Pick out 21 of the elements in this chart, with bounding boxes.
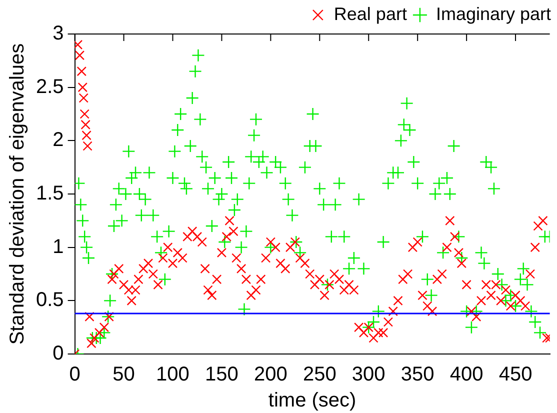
x-tick-label: 450 — [498, 364, 532, 386]
x-tick-label: 0 — [69, 364, 80, 386]
x-tick-label: 200 — [254, 364, 288, 386]
x-tick-label: 100 — [156, 364, 190, 386]
y-axis-title: Standard deviation of eigenvalues — [6, 43, 29, 345]
y-tick-label: 1 — [52, 236, 64, 258]
y-tick-label: 1.5 — [36, 182, 64, 205]
legend-label: Imaginary part — [436, 4, 552, 24]
y-tick-label: 2.5 — [36, 76, 64, 98]
x-tick-label: 350 — [400, 364, 434, 386]
y-tick-label: 3 — [52, 22, 64, 45]
x-tick-label: 150 — [205, 364, 238, 386]
y-tick-label: 0.5 — [36, 289, 64, 312]
y-tick-label: 0 — [52, 342, 64, 365]
legend-label: Real part — [334, 4, 407, 24]
x-tick-label: 400 — [450, 364, 484, 386]
x-tick-label: 250 — [302, 364, 336, 386]
y-tick-label: 2 — [52, 129, 64, 152]
x-tick-label: 300 — [352, 364, 386, 386]
x-tick-label: 50 — [112, 364, 135, 386]
x-axis-title: time (sec) — [268, 390, 356, 412]
